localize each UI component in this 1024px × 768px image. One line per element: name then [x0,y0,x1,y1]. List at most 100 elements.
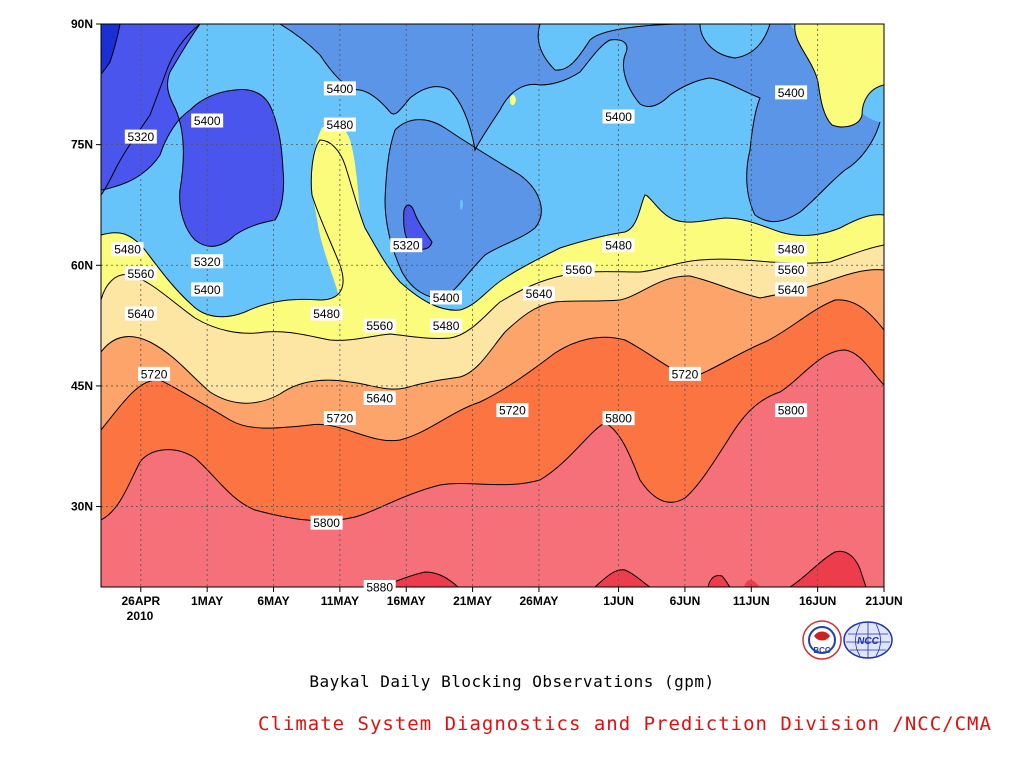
x-tick-label: 16JUN [799,594,836,608]
contour-label: 5800 [310,515,343,530]
band-5480-5560 [510,94,516,106]
contour-label-text: 5480 [313,307,340,321]
band-above-5880 [595,569,650,587]
contour-label-bg [775,242,808,257]
contour-label-text: 5560 [565,263,592,277]
contour-label-bg [602,238,635,253]
contour-label-bg [496,403,529,418]
contour-label: 5640 [363,390,396,405]
contour-label: 5480 [323,117,356,132]
contour-label-text: 5800 [778,404,805,418]
y-tick-label: 45N [71,379,93,393]
contour-label-text: 5320 [393,239,420,253]
contour-label: 5800 [775,403,808,418]
contour-label-text: 5320 [194,255,221,269]
contour-label: 5400 [323,81,356,96]
contour-label-text: 5400 [778,86,805,100]
contour-label-text: 5560 [127,267,154,281]
band-5480-5560 [794,24,884,127]
contour-label: 5400 [602,109,635,124]
contour-label-bg [323,117,356,132]
y-tick-label: 60N [71,258,93,272]
contour-label: 5480 [111,242,144,257]
grid-lines [101,24,884,587]
contour-label-bg [390,238,423,253]
contour-label-bg [430,318,463,333]
contour-label: 5560 [775,262,808,277]
x-tick-label: 6MAY [257,594,289,608]
contour-label-text: 5640 [526,287,553,301]
contour-label-text: 5800 [313,516,340,530]
contour-label: 5480 [775,242,808,257]
bcc-logo: BCC [802,620,842,660]
contour-label-text: 5320 [127,130,154,144]
contour-label-bg [602,109,635,124]
contour-label-bg [124,129,157,144]
contour-label-text: 5800 [605,412,632,426]
contour-label: 5400 [191,113,224,128]
contour-label-text: 5720 [499,404,526,418]
band-5400-5480 [460,199,463,210]
y-axis: 90N 75N 60N 45N 30N [71,17,101,514]
contour-label-text: 5400 [605,110,632,124]
contour-label-bg [111,242,144,257]
contour-lines [101,24,884,587]
x-tick-label: 1MAY [191,594,223,608]
contour-label: 5640 [775,282,808,297]
contour-label: 5480 [430,318,463,333]
contour-label-bg [668,366,701,381]
contour-label-bg [191,282,224,297]
contour-label: 5320 [124,129,157,144]
band-lowest [101,24,120,74]
band-above-5880 [744,579,760,587]
contour-label-text: 5640 [127,307,154,321]
contour-label-bg [124,306,157,321]
contour-label-bg [310,306,343,321]
contour-label-bg [323,81,356,96]
contour-label-text: 5640 [366,391,393,405]
contour-label: 5480 [310,306,343,321]
contour-label-text: 5480 [433,319,460,333]
contour-labels: 5320 5400 5400 5480 5400 5400 5480 5320 5320 5480… [111,81,808,595]
contour-label-text: 5400 [327,82,354,96]
contour-label: 5400 [430,290,463,305]
x-tick-label: 21MAY [453,594,492,608]
contour-label: 5480 [602,238,635,253]
y-tick-label: 30N [71,500,93,514]
contour-label: 5400 [775,85,808,100]
x-axis: 26APR 1MAY 6MAY 11MAY 16MAY 21MAY 26MAY 1JUN 6JU… [121,587,903,608]
band-below-5320 [101,24,284,247]
contour-label-text: 5480 [114,243,141,257]
ncc-logo: NCC [843,621,893,659]
x-tick-label: 6JUN [670,594,701,608]
contour-label-text: 5720 [672,367,699,381]
contour-label-text: 5480 [327,118,354,132]
band-5480-5560 [311,123,396,316]
x-tick-label: 11MAY [321,594,359,608]
x-tick-label: 1JUN [603,594,634,608]
contour-label-bg [522,286,555,301]
band-above-5880 [790,551,866,587]
contour-label-text: 5480 [778,243,805,257]
contour-label: 5320 [390,238,423,253]
x-tick-label: 11JUN [733,594,770,608]
contour-label-text: 5400 [194,283,221,297]
contour-label-text: 5400 [433,291,460,305]
contour-label-text: 5720 [327,412,354,426]
contour-label-bg [602,411,635,426]
x-year-label: 2010 [127,609,154,623]
contour-field [101,24,884,587]
y-tick-label: 90N [71,17,93,31]
contour-label: 5720 [323,411,356,426]
contour-label: 5320 [191,254,224,269]
band-above-5880 [708,575,730,587]
x-tick-label: 21JUN [865,594,902,608]
x-tick-label: 26APR [121,594,160,608]
contour-label-text: 5560 [778,263,805,277]
contour-label-bg [775,85,808,100]
contour-label-bg [124,266,157,281]
contour-label-text: 5560 [366,319,393,333]
contour-label: 5720 [668,366,701,381]
contour-label-bg [191,113,224,128]
